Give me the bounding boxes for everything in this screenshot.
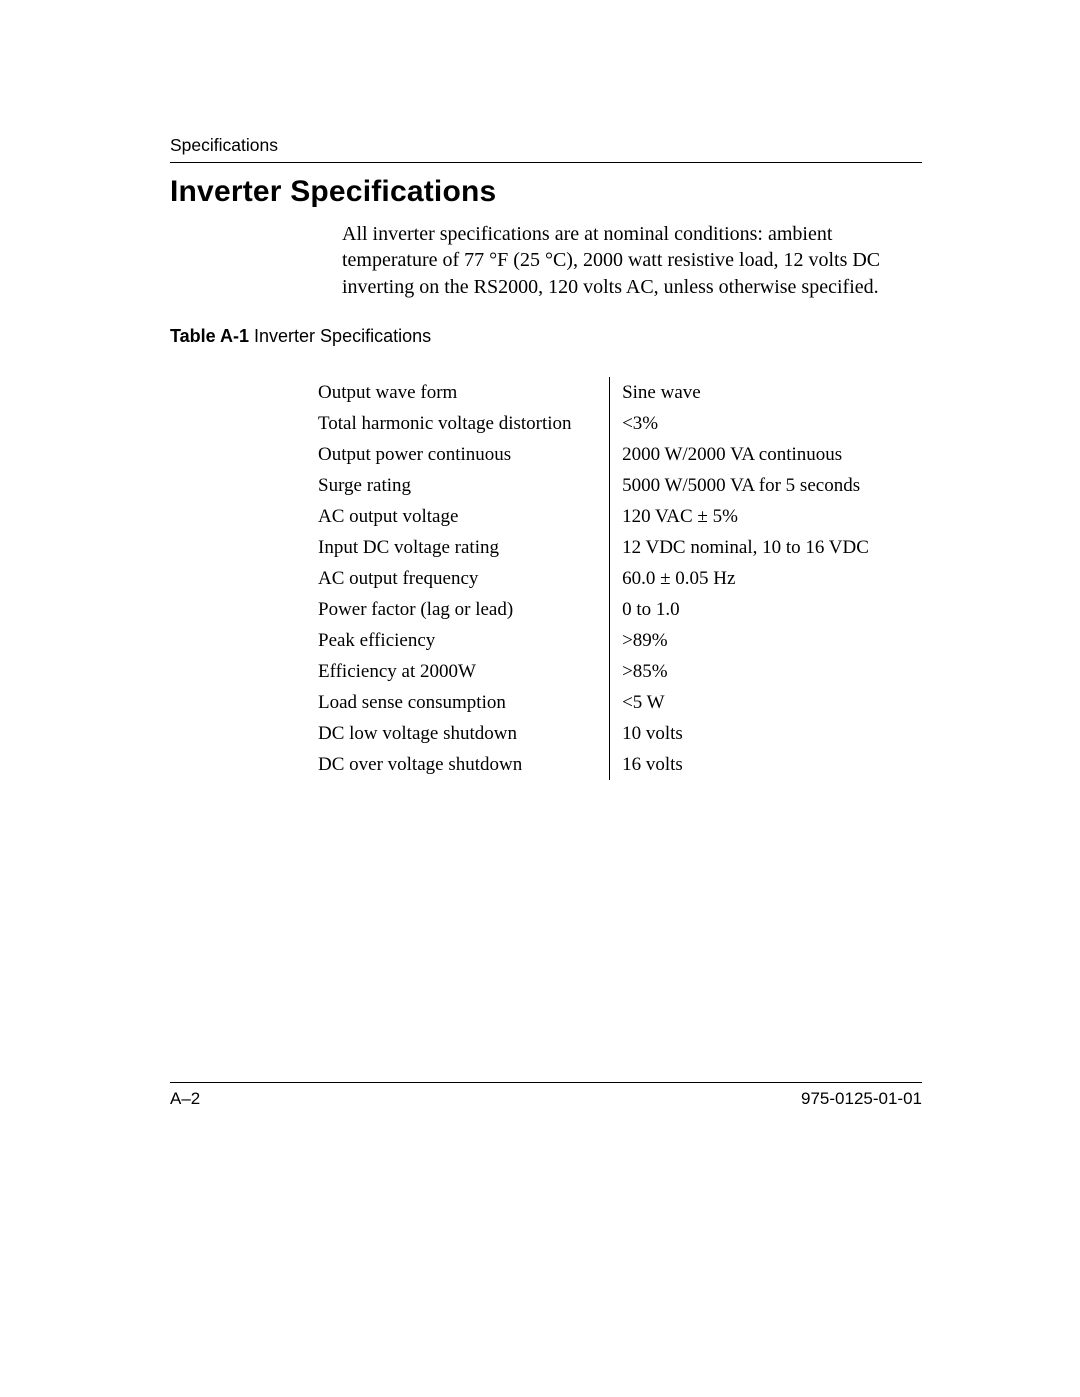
document-number: 975-0125-01-01 [801, 1089, 922, 1109]
spec-label: Power factor (lag or lead) [318, 594, 610, 625]
spec-value: 0 to 1.0 [610, 594, 922, 625]
spec-value: >85% [610, 656, 922, 687]
table-row: DC over voltage shutdown16 volts [318, 749, 922, 780]
section-title: Inverter Specifications [170, 175, 922, 209]
spec-label: AC output voltage [318, 501, 610, 532]
table-row: AC output voltage120 VAC ± 5% [318, 501, 922, 532]
spec-value: 12 VDC nominal, 10 to 16 VDC [610, 532, 922, 563]
spec-label: Output wave form [318, 377, 610, 408]
table-row: Surge rating5000 W/5000 VA for 5 seconds [318, 470, 922, 501]
spec-label: Input DC voltage rating [318, 532, 610, 563]
table-row: DC low voltage shutdown10 volts [318, 718, 922, 749]
table-caption: Table A-1 Inverter Specifications [170, 326, 922, 347]
spec-label: DC low voltage shutdown [318, 718, 610, 749]
spec-label: Output power continuous [318, 439, 610, 470]
spec-label: Efficiency at 2000W [318, 656, 610, 687]
table-row: AC output frequency60.0 ± 0.05 Hz [318, 563, 922, 594]
spec-label: DC over voltage shutdown [318, 749, 610, 780]
running-head: Specifications [170, 135, 922, 156]
spec-value: <3% [610, 408, 922, 439]
table-row: Efficiency at 2000W>85% [318, 656, 922, 687]
page-number: A–2 [170, 1089, 200, 1109]
spec-value: 10 volts [610, 718, 922, 749]
table-row: Input DC voltage rating12 VDC nominal, 1… [318, 532, 922, 563]
spec-label: Peak efficiency [318, 625, 610, 656]
spec-label: AC output frequency [318, 563, 610, 594]
spec-value: >89% [610, 625, 922, 656]
spec-table: Output wave formSine waveTotal harmonic … [318, 377, 922, 780]
footer-rule [170, 1082, 922, 1083]
spec-value: Sine wave [610, 377, 922, 408]
spec-table-body: Output wave formSine waveTotal harmonic … [318, 377, 922, 780]
header-rule [170, 162, 922, 163]
spec-value: 5000 W/5000 VA for 5 seconds [610, 470, 922, 501]
table-row: Peak efficiency>89% [318, 625, 922, 656]
table-row: Output power continuous2000 W/2000 VA co… [318, 439, 922, 470]
table-row: Power factor (lag or lead)0 to 1.0 [318, 594, 922, 625]
table-caption-text: Inverter Specifications [254, 326, 431, 346]
spec-label: Load sense consumption [318, 687, 610, 718]
table-row: Output wave formSine wave [318, 377, 922, 408]
table-caption-number: Table A-1 [170, 326, 249, 346]
spec-value: 2000 W/2000 VA continuous [610, 439, 922, 470]
table-row: Load sense consumption<5 W [318, 687, 922, 718]
spec-value: 16 volts [610, 749, 922, 780]
intro-paragraph: All inverter specifications are at nomin… [342, 221, 922, 300]
spec-value: 60.0 ± 0.05 Hz [610, 563, 922, 594]
spec-value: <5 W [610, 687, 922, 718]
spec-label: Surge rating [318, 470, 610, 501]
table-row: Total harmonic voltage distortion<3% [318, 408, 922, 439]
spec-label: Total harmonic voltage distortion [318, 408, 610, 439]
page: Specifications Inverter Specifications A… [0, 0, 1080, 1397]
page-footer: A–2 975-0125-01-01 [170, 1082, 922, 1109]
spec-value: 120 VAC ± 5% [610, 501, 922, 532]
